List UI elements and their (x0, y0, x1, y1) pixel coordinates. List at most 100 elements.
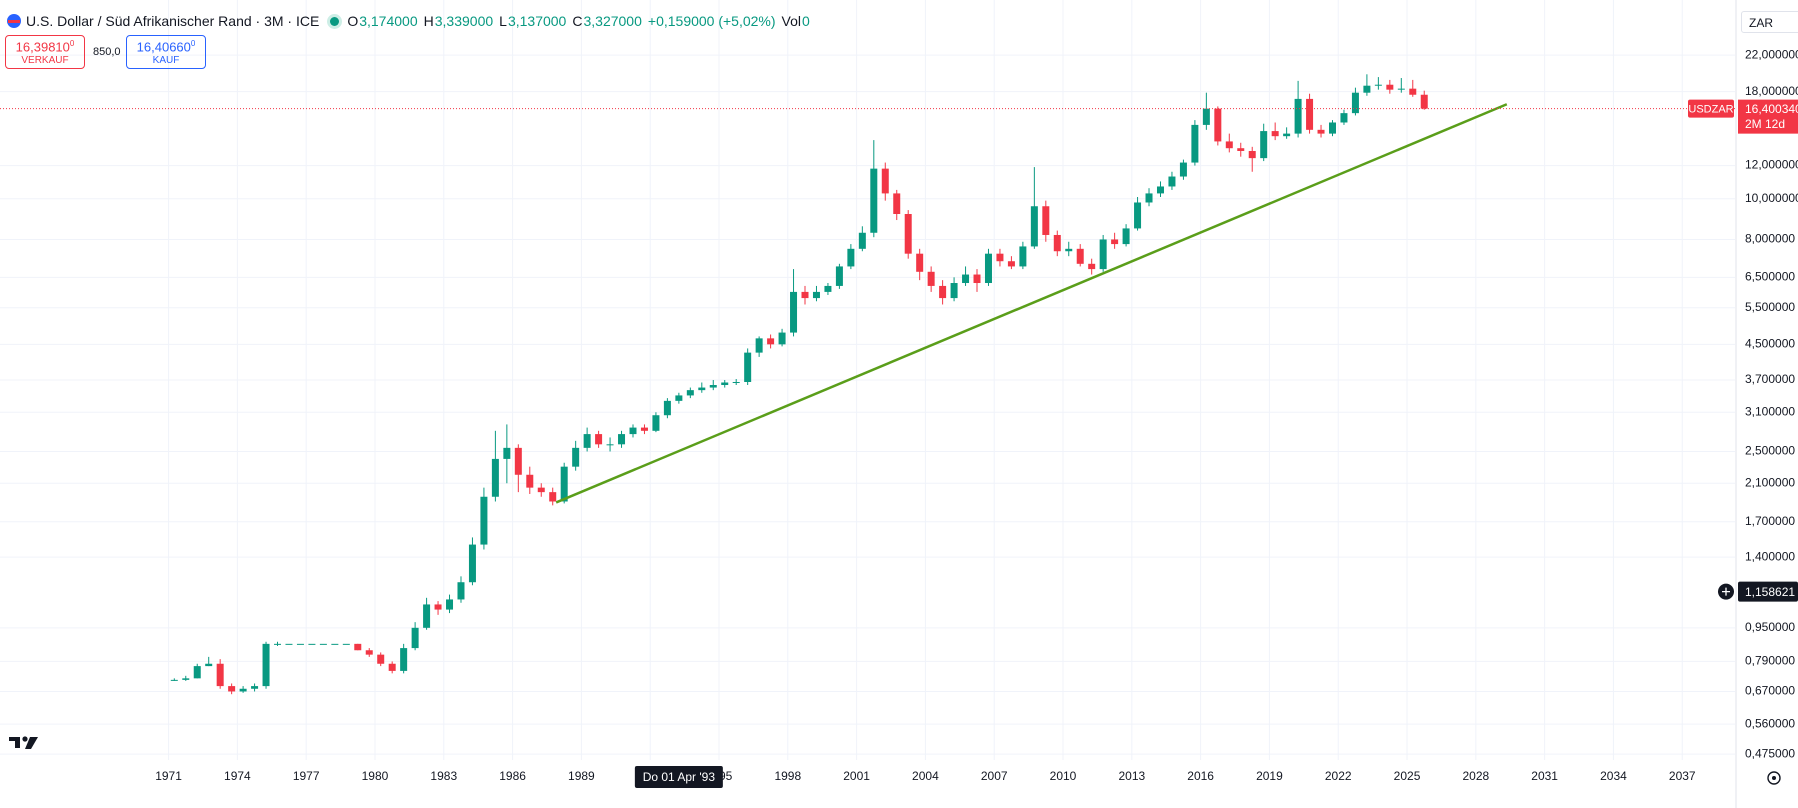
candle-body (239, 688, 247, 692)
add-alert-plus (1722, 587, 1730, 596)
candle-body (1065, 248, 1073, 252)
x-tick-label: 1974 (224, 769, 251, 783)
candle-body (893, 193, 901, 214)
ohlc-value: 3,327000 (583, 13, 642, 29)
settings-icon[interactable] (1767, 771, 1781, 785)
y-tick-label: 12,000000 (1745, 158, 1798, 172)
y-tick-label: 5,500000 (1745, 300, 1795, 314)
candle-body (1179, 162, 1187, 177)
trend-line (555, 103, 1508, 504)
ohlc-value: 3,174000 (359, 13, 418, 29)
flag-stripe (8, 20, 20, 23)
candle-body (285, 643, 293, 645)
candle-body (755, 338, 763, 353)
candle-body (732, 381, 740, 383)
sell-button[interactable]: 16,398100 VERKAUF (5, 35, 85, 69)
candle-body (858, 232, 866, 249)
sell-label[interactable]: VERKAUF (21, 55, 69, 67)
x-tick-label: 2016 (1187, 769, 1214, 783)
candle-body (251, 686, 259, 689)
candle-body (778, 332, 786, 345)
candle-body (205, 663, 213, 667)
logo-part (22, 736, 28, 742)
candle-body (790, 291, 798, 333)
candle-body (411, 627, 419, 649)
ohlc-value: 3,137000 (507, 13, 567, 29)
symbol-tag-bg (1688, 99, 1734, 118)
sell-price-suffix[interactable]: 0 (69, 39, 75, 48)
crosshair-date-label: Do 01 Apr '93 (643, 770, 716, 784)
candle-body (629, 427, 637, 435)
settings-ring[interactable] (1767, 771, 1781, 785)
candle-body (446, 599, 454, 610)
candle-body (1030, 206, 1038, 247)
y-tick-label: 0,670000 (1745, 684, 1795, 698)
candle-body (1420, 94, 1428, 109)
buy-button[interactable]: 16,406600 KAUF (126, 35, 206, 69)
candle-body (228, 686, 236, 692)
candle-body (698, 387, 706, 391)
y-tick-label: 0,560000 (1745, 716, 1795, 730)
x-tick-label: 1983 (430, 769, 457, 783)
candle-body (1363, 85, 1371, 93)
y-tick-label: 3,700000 (1745, 372, 1795, 386)
candle-body (996, 253, 1004, 262)
vol-value: 0 (802, 13, 810, 29)
buy-price-suffix[interactable]: 0 (190, 39, 196, 48)
candle-body (480, 496, 488, 545)
candle-body (1191, 124, 1199, 163)
candle-body (1214, 108, 1222, 142)
candle-body (1145, 193, 1153, 203)
candle-body (1374, 84, 1382, 86)
candle-body (1168, 176, 1176, 187)
x-tick-label: 1980 (362, 769, 389, 783)
candle-body (606, 444, 614, 446)
x-tick-label: 1989 (568, 769, 595, 783)
candle-body (870, 168, 878, 233)
candle-body (468, 544, 476, 583)
symbol-flag (7, 14, 21, 28)
candle-body (296, 643, 304, 645)
market-status (330, 16, 340, 26)
candle-body (457, 582, 465, 600)
candle-body (1134, 202, 1142, 229)
candle-body (1225, 141, 1233, 149)
y-tick-label: 1,400000 (1745, 549, 1795, 563)
currency-selector[interactable]: ZAR (1741, 11, 1798, 33)
candle-body (1271, 131, 1279, 137)
candle-body (721, 382, 729, 386)
candle-body (618, 434, 626, 445)
x-tick-label: 2022 (1325, 769, 1352, 783)
candle-body (377, 654, 385, 664)
symbol-tag: USDZAR (1688, 104, 1733, 116)
crosshair-price-label: 1,158621 (1745, 585, 1795, 599)
y-tick-label: 3,100000 (1745, 404, 1795, 418)
sell-price[interactable]: 16,39810 (15, 39, 70, 55)
buy-label[interactable]: KAUF (152, 55, 180, 67)
y-tick-label: 4,500000 (1745, 337, 1795, 351)
x-tick-label: 2013 (1118, 769, 1145, 783)
spread: 850,0 (93, 46, 121, 58)
candle-body (1202, 108, 1210, 125)
candle-body (1248, 150, 1256, 159)
candle-body (319, 643, 327, 645)
candle-body (984, 253, 992, 284)
candle-body (354, 643, 362, 651)
candle-body (1007, 261, 1015, 267)
settings-dot[interactable] (1772, 776, 1776, 780)
x-tick-label: 2031 (1531, 769, 1558, 783)
candle-body (423, 604, 431, 628)
x-tick-label: 1998 (774, 769, 801, 783)
crosshair-date-bg (634, 766, 723, 788)
candle-body (962, 274, 970, 284)
candle-body (1019, 246, 1027, 267)
candle-body (1156, 186, 1164, 194)
candle-body (342, 643, 350, 645)
buy-price[interactable]: 16,40660 (136, 39, 191, 55)
candle-body (824, 285, 832, 292)
candle-body (847, 248, 855, 267)
symbol-title[interactable]: U.S. Dollar / Süd Afrikanischer Rand · 3… (26, 13, 320, 29)
candle-body (274, 643, 282, 645)
candle-body (182, 678, 190, 680)
